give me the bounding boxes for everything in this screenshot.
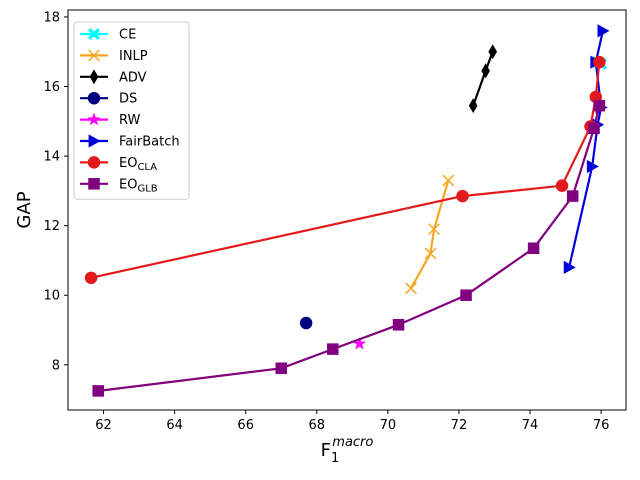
legend-label-rw: RW: [119, 113, 141, 128]
legend-marker-eoglb: [88, 178, 100, 190]
x-tick-label: 76: [593, 418, 610, 433]
y-tick-label: 14: [43, 150, 60, 165]
legend-marker-eocla: [87, 156, 101, 169]
data-point-eoglb: [527, 242, 540, 255]
y-tick-label: 10: [43, 289, 60, 304]
legend-marker-ds: [87, 91, 101, 105]
data-point-rw: [352, 336, 367, 350]
data-point-eoglb: [327, 343, 339, 355]
data-point-eocla: [84, 271, 98, 285]
y-axis: 8 10 12 14 16 18: [43, 10, 68, 373]
data-point-inlp: [442, 174, 455, 187]
series-rw: [352, 336, 367, 350]
legend-marker-fairbatch: [88, 134, 101, 148]
x-tick-label: 72: [451, 418, 468, 433]
y-tick-label: 12: [43, 219, 60, 234]
data-point-eoglb: [566, 190, 579, 202]
data-point-eoglb: [588, 122, 600, 135]
data-point-adv: [468, 98, 478, 114]
series-adv: [468, 44, 498, 114]
data-point-fairbatch: [597, 24, 610, 38]
legend-item-adv: ADV: [80, 69, 147, 85]
legend-marker-ce: [88, 28, 100, 40]
plot-frame: [67, 9, 627, 411]
legend-marker-adv: [89, 69, 99, 85]
legend-label-inlp: INLP: [119, 49, 148, 64]
legend-label-fairbatch: FairBatch: [119, 135, 180, 150]
data-point-adv: [488, 44, 498, 60]
x-tick-label: 66: [237, 418, 254, 433]
x-tick-label: 74: [522, 418, 539, 433]
legend-label-ce: CE: [119, 28, 136, 43]
x-tick-label: 64: [166, 418, 183, 433]
legend-label-adv: ADV: [119, 70, 147, 85]
x-tick-label: 62: [95, 418, 112, 433]
data-point-eocla: [555, 179, 569, 192]
series-line-adv: [472, 50, 494, 107]
legend-label-ds: DS: [119, 92, 137, 107]
series-eoglb: [92, 99, 606, 397]
series-inlp: [405, 174, 455, 295]
series-line-inlp: [409, 179, 450, 290]
data-point-eoglb: [392, 319, 405, 331]
x-axis: 62 64 66 68 70 72 74 76: [95, 410, 609, 433]
data-point-eoglb: [275, 362, 288, 375]
data-point-eocla: [456, 189, 469, 203]
legend-box: [73, 21, 190, 200]
x-axis-label: F1macro: [321, 435, 374, 466]
legend-item-fairbatch: FairBatch: [80, 134, 180, 150]
data-point-adv: [481, 63, 490, 79]
legend-item-ds: DS: [80, 92, 137, 107]
data-point-eoglb: [460, 289, 472, 301]
data-point-inlp: [405, 282, 417, 295]
x-tick-label: 70: [380, 418, 397, 433]
legend-marker-rw: [87, 112, 101, 126]
legend-label-eocla: EOCLA: [119, 156, 157, 173]
data-point-eoglb: [92, 385, 104, 397]
legend-item-eocla: EOCLA: [80, 156, 157, 173]
data-point-inlp: [424, 247, 437, 260]
y-tick-label: 8: [52, 358, 60, 373]
legend-item-eoglb: EOGLB: [80, 177, 158, 194]
legend-marker-inlp: [88, 49, 100, 62]
data-point-inlp: [428, 223, 441, 236]
y-tick-label: 18: [43, 10, 60, 25]
y-axis-label: GAP: [14, 191, 35, 228]
data-point-fairbatch: [563, 260, 576, 274]
legend-item-inlp: INLP: [80, 49, 148, 64]
data-point-eoglb: [593, 99, 606, 112]
series-layer: [84, 24, 610, 397]
data-point-ds: [299, 316, 313, 330]
data-point-fairbatch: [586, 159, 599, 174]
x-tick-label: 68: [309, 418, 326, 433]
data-point-eocla: [593, 55, 606, 69]
legend: CE INLP ADV DS RW FairBatch EOCLA EOGLB: [73, 21, 190, 200]
legend-label-eoglb: EOGLB: [119, 177, 158, 194]
legend-item-rw: RW: [80, 112, 141, 128]
y-tick-label: 16: [43, 80, 60, 95]
series-ds: [299, 316, 313, 330]
legend-item-ce: CE: [80, 28, 136, 43]
series-eocla: [84, 55, 606, 285]
